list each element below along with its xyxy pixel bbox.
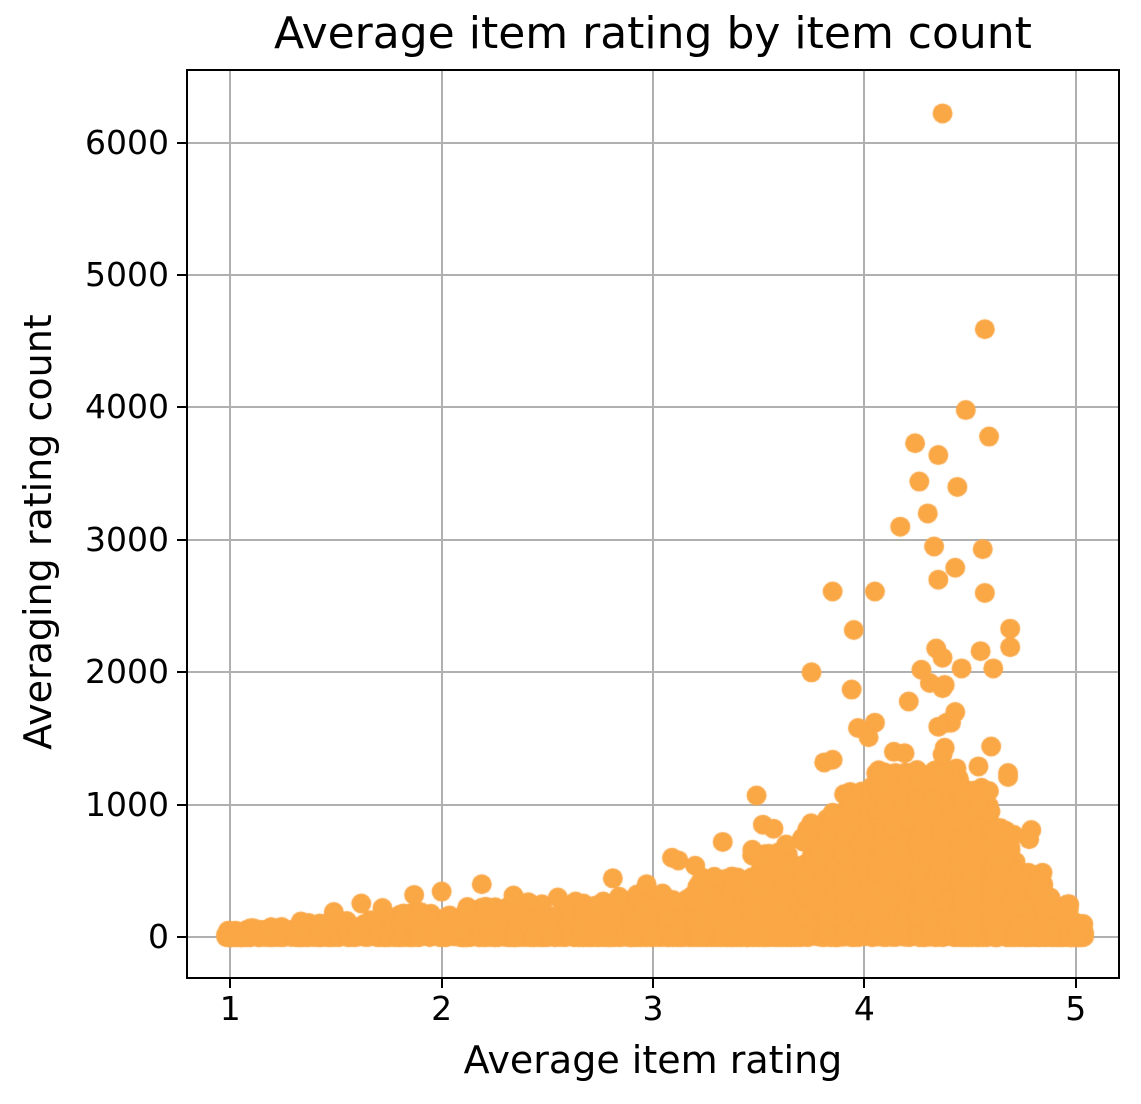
x-tick-mark-2 — [440, 977, 443, 988]
x-tick-mark-4 — [863, 977, 866, 988]
y-tick-label-2000: 2000 — [85, 652, 169, 692]
y-tick-label-5000: 5000 — [85, 254, 169, 294]
y-tick-mark-0 — [177, 936, 188, 939]
chart-title: Average item rating by item count — [274, 8, 1032, 59]
x-tick-mark-1 — [229, 977, 232, 988]
y-tick-mark-5000 — [177, 273, 188, 276]
y-tick-label-4000: 4000 — [85, 387, 169, 427]
y-tick-mark-4000 — [177, 406, 188, 409]
x-tick-mark-3 — [652, 977, 654, 988]
y-tick-label-3000: 3000 — [85, 519, 169, 559]
scatter-points-canvas — [188, 71, 1118, 977]
x-tick-label-2: 2 — [431, 989, 453, 1028]
y-tick-label-1000: 1000 — [85, 784, 169, 824]
y-tick-mark-6000 — [177, 141, 188, 144]
x-tick-mark-5 — [1074, 977, 1077, 988]
y-tick-mark-3000 — [177, 538, 188, 541]
x-tick-label-4: 4 — [853, 989, 875, 1028]
y-tick-mark-2000 — [177, 671, 188, 674]
y-tick-mark-1000 — [177, 803, 188, 806]
x-tick-label-5: 5 — [1065, 989, 1087, 1028]
x-tick-label-1: 1 — [219, 989, 241, 1028]
x-tick-label-3: 3 — [642, 989, 664, 1028]
y-tick-label-6000: 6000 — [85, 122, 169, 162]
x-axis-label: Average item rating — [463, 1038, 843, 1082]
plot-area — [186, 69, 1120, 979]
y-axis-label: Averaging rating count — [16, 314, 60, 750]
y-tick-label-0: 0 — [148, 917, 169, 957]
